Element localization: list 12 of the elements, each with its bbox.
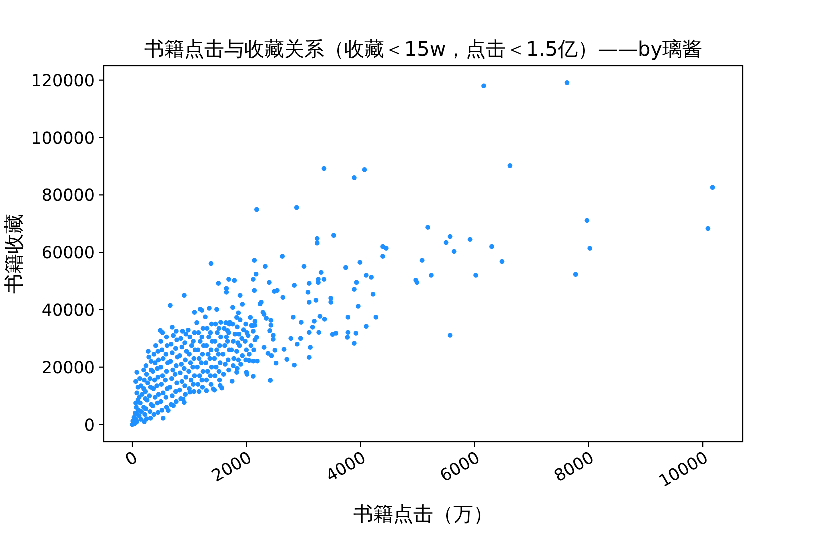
y-tick-label: 80000 <box>42 185 95 206</box>
y-tick-label: 20000 <box>42 357 95 378</box>
xlabel: 书籍点击（万） <box>354 502 494 526</box>
x-tick-label: 4000 <box>322 447 370 486</box>
y-tick-label: 60000 <box>42 242 95 263</box>
x-tick-label: 0 <box>122 447 141 470</box>
y-tick-label: 40000 <box>42 300 95 320</box>
y-tick-label: 0 <box>84 414 95 435</box>
y-tick-label: 120000 <box>31 70 95 90</box>
ylabel: 书籍收藏 <box>2 214 26 294</box>
y-tick-label: 100000 <box>31 128 95 148</box>
title: 书籍点击与收藏关系（收藏＜15w，点击＜1.5亿）——by璃酱 <box>144 37 703 61</box>
